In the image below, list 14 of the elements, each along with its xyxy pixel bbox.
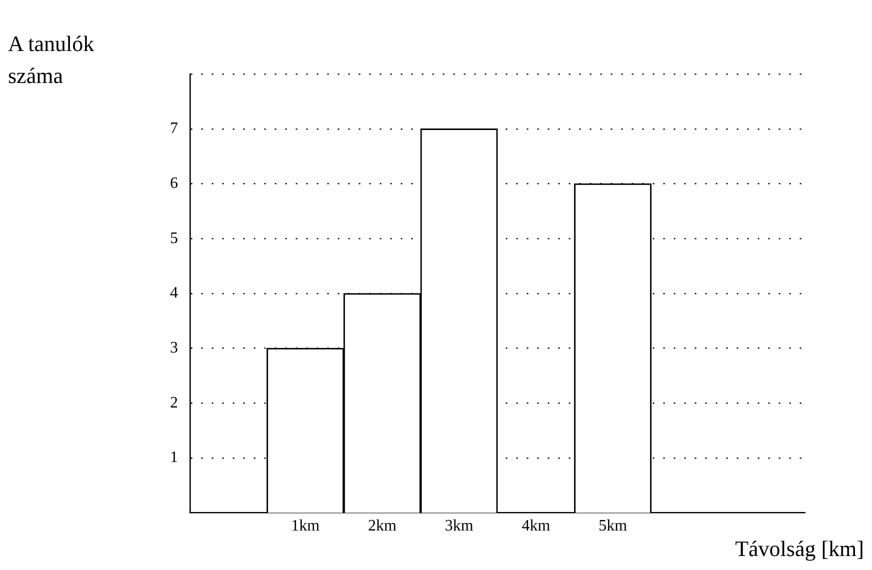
x-tick-label: 1km <box>291 518 320 535</box>
y-axis-title: A tanulók száma <box>8 30 96 90</box>
y-tick-label: 2 <box>170 394 178 412</box>
y-tick-label: 4 <box>170 284 178 302</box>
y-tick-label: 7 <box>170 120 178 138</box>
y-tick-label: 5 <box>170 230 178 247</box>
x-axis-title: Távolság [km] <box>735 536 864 562</box>
y-tick-label: 1 <box>170 449 178 466</box>
x-tick-label: 5km <box>598 518 628 535</box>
y-tick-label: 6 <box>170 174 178 192</box>
y-tick-label: 3 <box>170 339 178 356</box>
x-tick-label: 2km <box>368 518 397 535</box>
x-tick-label: 4km <box>522 518 551 535</box>
x-tick-label: 3km <box>444 518 474 535</box>
